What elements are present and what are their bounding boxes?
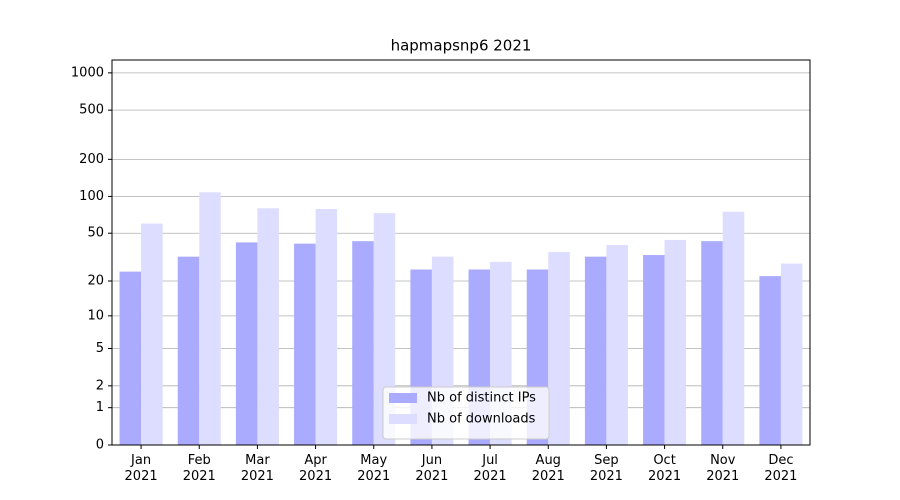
bar (780, 263, 803, 445)
y-tick-label: 50 (87, 226, 104, 241)
bar (315, 208, 338, 445)
bar (548, 251, 570, 445)
bar (643, 255, 665, 445)
y-tick-label: 500 (79, 103, 104, 118)
y-tick-label: 20 (87, 274, 104, 289)
legend: Nb of distinct IPs Nb of downloads (382, 386, 550, 440)
bar (759, 276, 781, 445)
bar (584, 256, 607, 445)
legend-swatch (389, 393, 417, 403)
x-tick-label: Jan 2021 (124, 453, 158, 484)
x-tick-label: Feb 2021 (182, 453, 216, 484)
bar (664, 239, 687, 445)
grid (112, 72, 810, 446)
x-tick-label: Dec 2021 (764, 453, 798, 484)
x-tick-label: Mar 2021 (240, 453, 274, 484)
x-tick-label: Oct 2021 (648, 453, 682, 484)
x-tick-label: Sep 2021 (589, 453, 623, 484)
bar (722, 211, 745, 445)
bar (294, 243, 316, 445)
x-tick-label: May 2021 (357, 453, 391, 484)
x-tick-label: Aug 2021 (531, 453, 565, 484)
bar (141, 223, 163, 445)
x-tick-label: Jun 2021 (415, 453, 449, 484)
y-tick-label: 200 (79, 152, 104, 167)
legend-frame (382, 386, 550, 440)
chart-title: hapmapsnp6 2021 (391, 37, 532, 55)
bar (606, 244, 628, 445)
y-tick-label: 0 (96, 438, 104, 453)
plot-frame (111, 59, 811, 446)
bar (257, 208, 279, 445)
legend-label: Nb of distinct IPs (427, 391, 536, 406)
y-tick-label: 100 (79, 189, 104, 204)
y-tick-label: 1 (96, 400, 104, 415)
bar (701, 241, 723, 445)
y-tick-label: 1000 (71, 65, 104, 80)
bar (119, 271, 142, 445)
x-tick-label: Nov 2021 (706, 453, 740, 484)
x-tick-label: Jul 2021 (473, 453, 507, 484)
legend-label: Nb of downloads (427, 412, 536, 427)
x-tick-label: Apr 2021 (299, 453, 333, 484)
bar (235, 242, 258, 445)
bar (352, 241, 374, 445)
y-tick-label: 5 (96, 341, 104, 356)
bar (177, 256, 200, 445)
y-tick-label: 10 (87, 308, 104, 323)
y-tick-label: 2 (96, 378, 104, 393)
legend-swatch (389, 414, 417, 424)
bar (199, 192, 221, 445)
